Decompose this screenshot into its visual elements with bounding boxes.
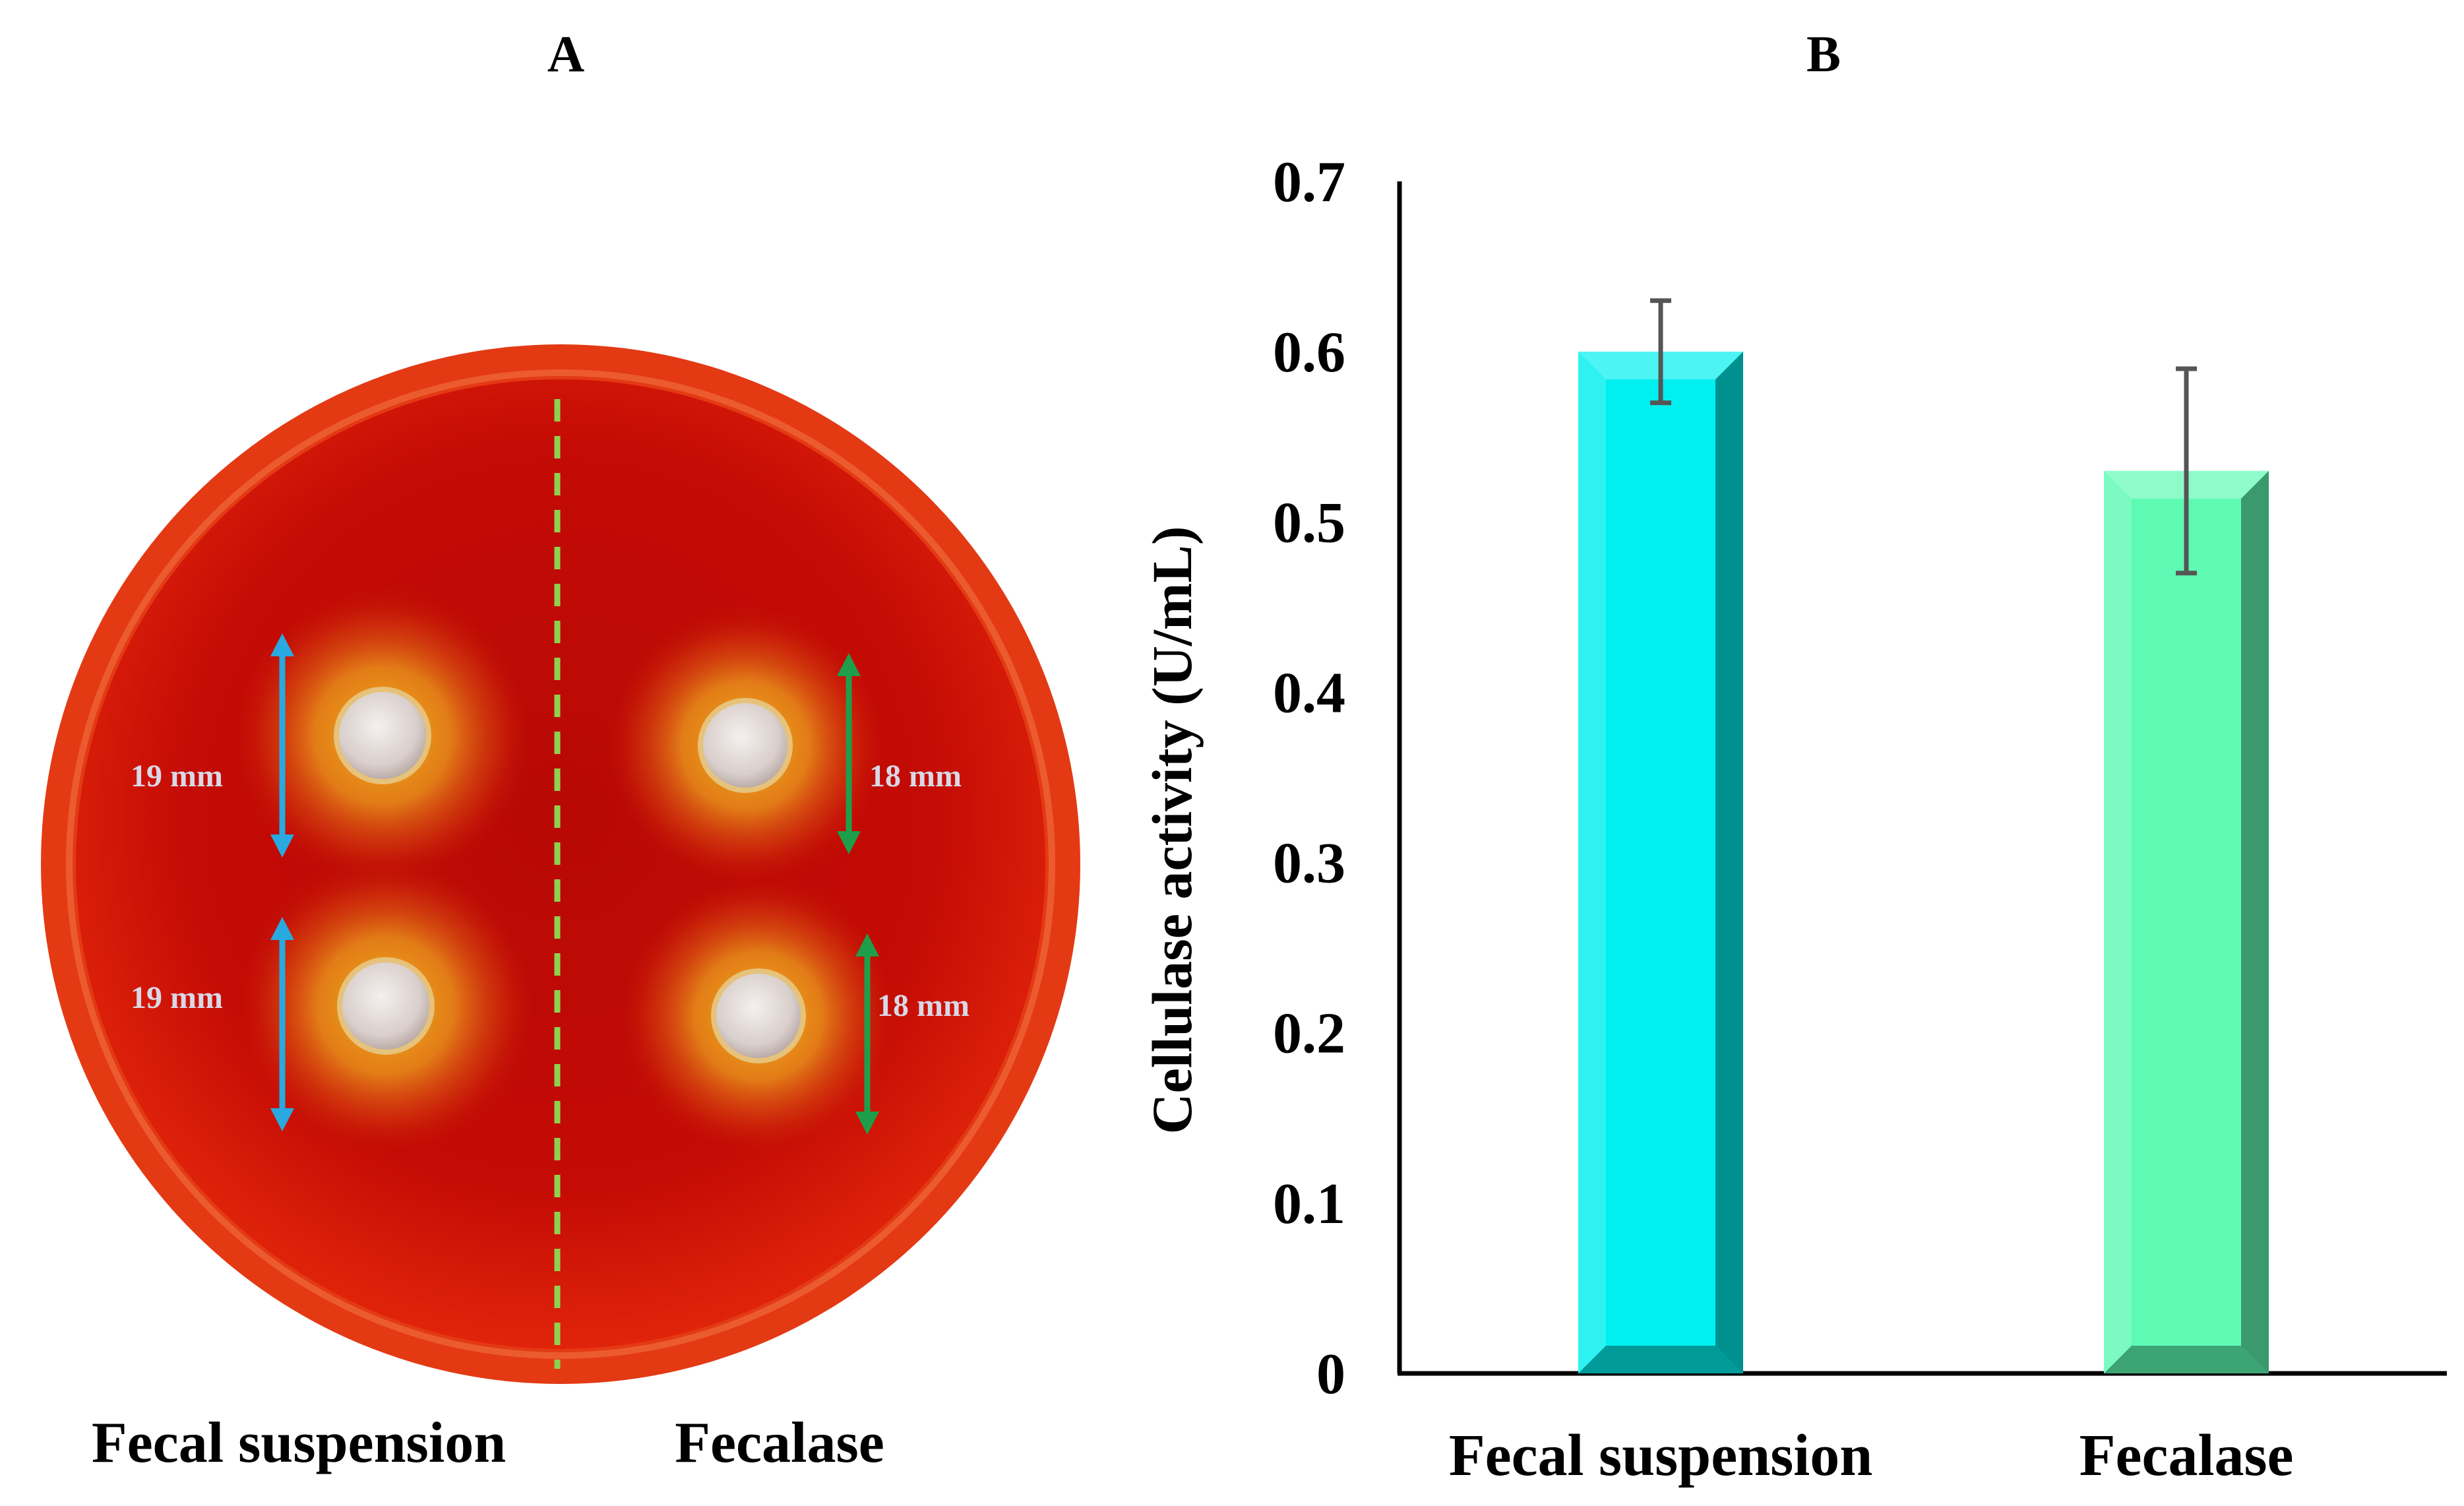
y-tick-label: 0.6 (1273, 321, 1345, 385)
category-label: Fecalase (2079, 1423, 2294, 1488)
y-tick-labels: 0 0.1 0.2 0.3 0.4 0.5 0.6 0.7 (1273, 150, 1345, 1406)
error-bar-2 (2176, 366, 2197, 576)
bar-bevel-bottom (1578, 1346, 1743, 1373)
zone-label-1: 19 mm (131, 759, 223, 794)
y-tick-label: 0.3 (1273, 832, 1345, 896)
bars (1578, 298, 2269, 1374)
panel-a: A (41, 25, 1080, 1475)
zone-label-2: 19 mm (131, 980, 223, 1015)
error-bar-1 (1650, 298, 1671, 406)
zone-arrow-4 (855, 933, 879, 1135)
panel-a-letter: A (547, 25, 584, 82)
bar-bevel-left (1578, 352, 1606, 1374)
petri-dish: 19 mm 19 mm 18 mm 18 mm (41, 344, 1080, 1384)
y-tick-label: 0.7 (1273, 150, 1345, 214)
bar-bevel-left (2104, 470, 2132, 1374)
category-labels: Fecal suspension Fecalase (1449, 1423, 2294, 1488)
category-label: Fecal suspension (1449, 1423, 1873, 1488)
zone-label-4: 18 mm (877, 988, 970, 1023)
bar-chart: 00.10.20.30.40.50.60.7 Fecal suspension F… (1140, 150, 2447, 1488)
zone-arrow-1 (270, 633, 294, 858)
zone-label-3: 18 mm (869, 759, 962, 794)
bar-bevel-bottom (2104, 1346, 2269, 1373)
y-tick-label: 0.5 (1273, 491, 1345, 555)
plate-caption-right: Fecalase (675, 1411, 884, 1475)
well-4 (711, 968, 806, 1063)
y-tick-label: 0.1 (1273, 1172, 1345, 1236)
plate-caption-left: Fecal suspension (92, 1411, 506, 1475)
bar-2 (2104, 470, 2269, 1374)
bar-bevel-right (2241, 470, 2269, 1374)
zone-arrow-2 (270, 917, 294, 1131)
panel-b-letter: B (1806, 25, 1841, 82)
zone-arrow-3 (837, 653, 861, 854)
y-tick-label: 0 (1316, 1342, 1345, 1406)
y-tick-label: 0.4 (1273, 661, 1345, 725)
well-1 (334, 687, 431, 784)
bar-1 (1578, 352, 1743, 1374)
y-tick-label: 0.2 (1273, 1002, 1345, 1066)
panel-b: B 0 0.1 0.2 0.3 0.4 0.5 0.6 0.7 Fecal suspensio… (1140, 25, 2447, 1488)
bar-bevel-right (1715, 352, 1743, 1374)
well-2 (337, 957, 435, 1055)
well-3 (698, 698, 793, 793)
dish-inner-rim (66, 369, 1055, 1359)
agar-surface (76, 379, 1045, 1349)
y-axis-title: Cellulase activity (U/mL) (1140, 526, 1204, 1135)
